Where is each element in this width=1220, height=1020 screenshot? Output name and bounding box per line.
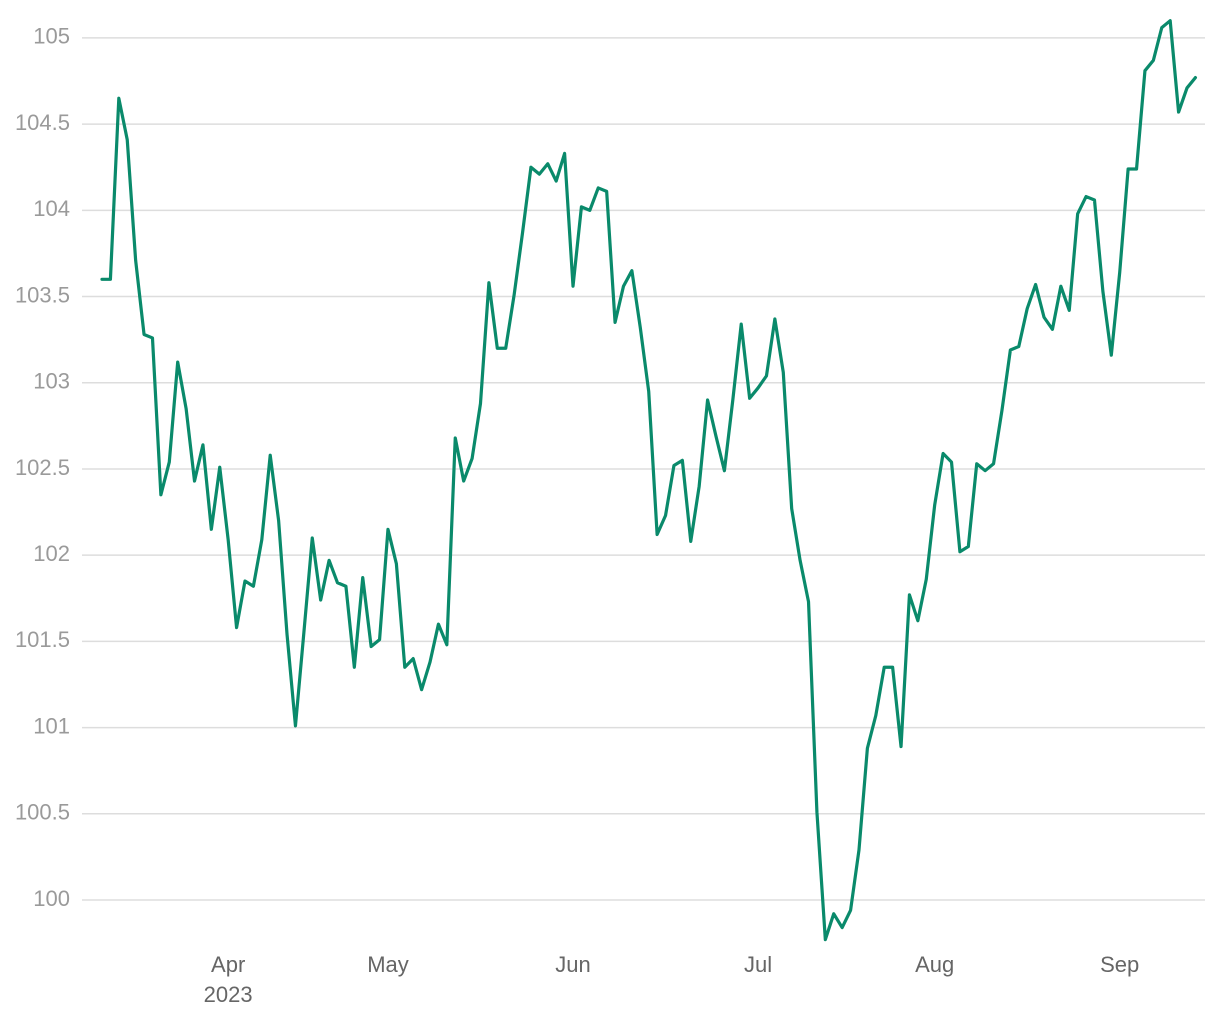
x-tick-label: Sep: [1100, 952, 1139, 977]
line-series: [100, 19, 1198, 942]
x-tick-label: Jul: [744, 952, 772, 977]
y-tick-label: 102: [33, 541, 70, 566]
y-tick-label: 105: [33, 24, 70, 49]
y-tick-label: 103: [33, 369, 70, 394]
y-tick-label: 100.5: [15, 800, 70, 825]
y-tick-label: 101: [33, 713, 70, 738]
x-tick-label: May: [367, 952, 409, 977]
x-year-label: 2023: [204, 982, 253, 1007]
y-tick-label: 101.5: [15, 627, 70, 652]
y-tick-label: 102.5: [15, 455, 70, 480]
y-tick-label: 100: [33, 886, 70, 911]
y-tick-label: 104.5: [15, 110, 70, 135]
y-tick-label: 103.5: [15, 282, 70, 307]
x-tick-label: Aug: [915, 952, 954, 977]
x-tick-label: Apr: [211, 952, 245, 977]
x-tick-label: Jun: [555, 952, 590, 977]
y-tick-label: 104: [33, 196, 70, 221]
